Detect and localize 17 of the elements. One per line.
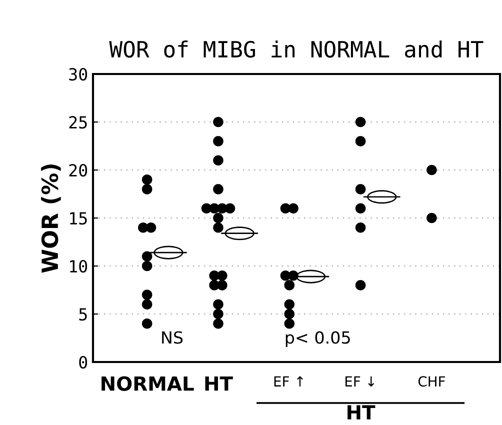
- x-tick-label: EF ↓: [345, 376, 374, 386]
- y-tick-label: 30: [69, 68, 88, 81]
- x-tick-label: NORMAL: [102, 376, 194, 391]
- x-tick-label: CHF: [418, 376, 445, 387]
- y-tick-label: 0: [79, 356, 88, 369]
- x-tick-label: EF ↑: [274, 376, 303, 386]
- y-tick-label: 10: [70, 260, 88, 273]
- y-axis-title: WOR (%): [41, 164, 61, 273]
- y-tick-label: 20: [69, 164, 88, 177]
- y-tick-label: 25: [69, 116, 87, 129]
- chart-title: WOR of MIBG in NORMAL and HT: [109, 40, 484, 58]
- annotation: p< 0.05: [286, 331, 350, 348]
- y-tick-label: 5: [79, 308, 87, 321]
- x-tick-label: HT: [205, 376, 233, 391]
- annotation: NS: [162, 331, 183, 344]
- y-tick-label: 15: [70, 212, 87, 225]
- text: HT: [348, 405, 376, 420]
